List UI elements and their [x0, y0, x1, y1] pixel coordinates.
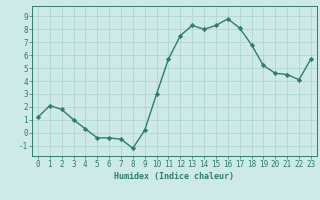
- X-axis label: Humidex (Indice chaleur): Humidex (Indice chaleur): [115, 172, 234, 181]
